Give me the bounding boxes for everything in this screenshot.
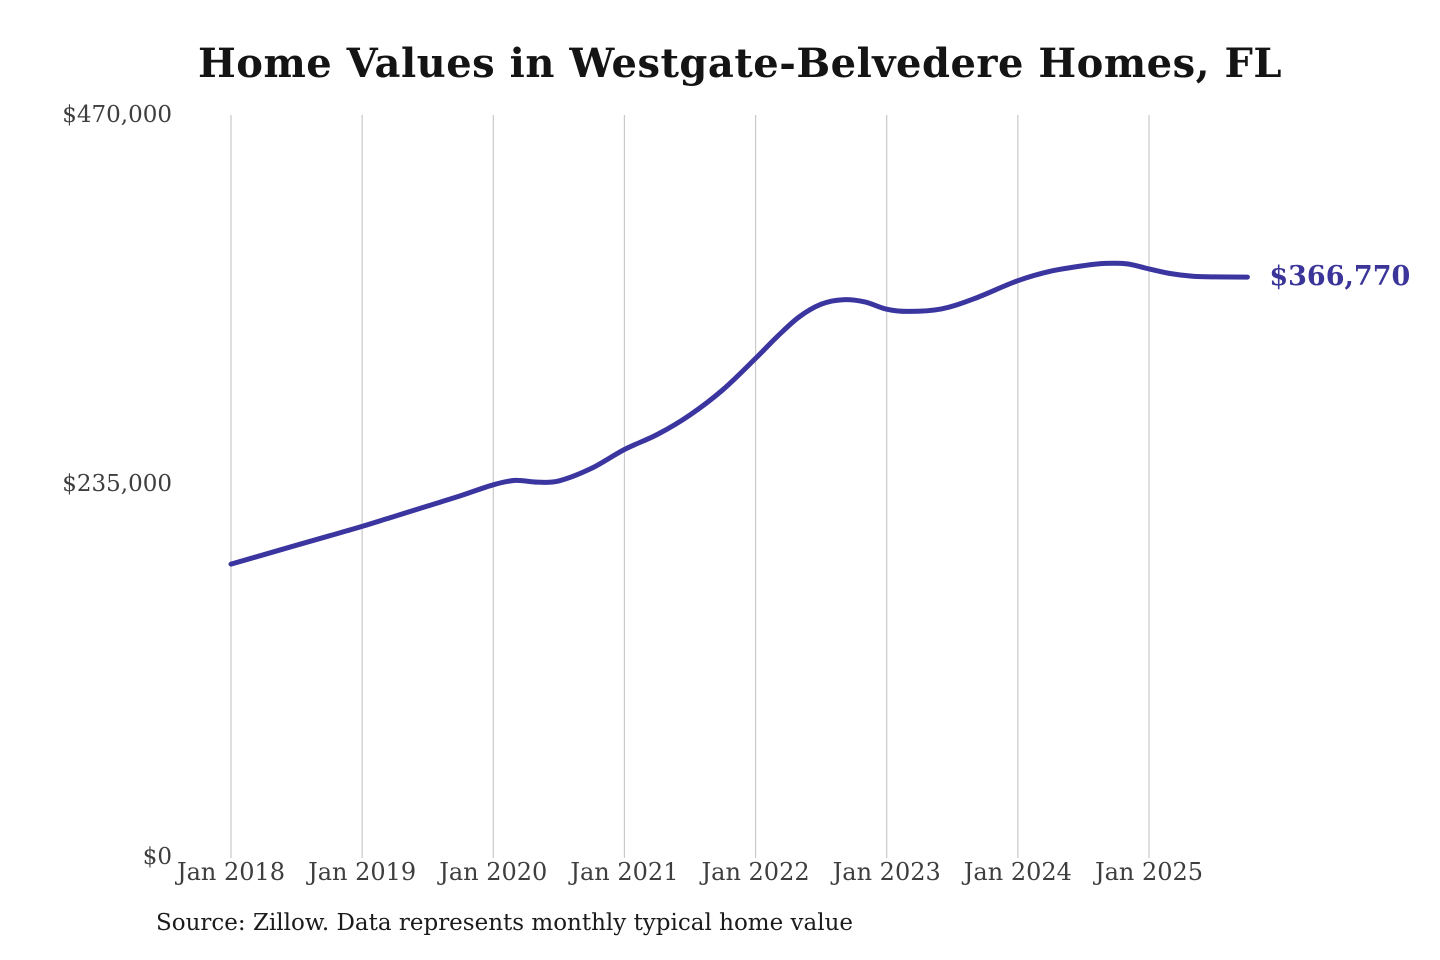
current-value-label: $366,770: [1269, 261, 1411, 293]
x-axis-label-jan-2022: Jan 2022: [701, 858, 810, 886]
y-axis-label-235000: $235,000: [62, 471, 172, 497]
y-axis-label-470000: $470,000: [62, 102, 172, 128]
x-axis-label-jan-2018: Jan 2018: [176, 858, 286, 886]
source-note: Source: Zillow. Data represents monthly …: [156, 910, 854, 936]
y-axis-label-0: $0: [142, 844, 172, 870]
home-value-line-series: [228, 260, 1250, 567]
chart-title: Home Values in Westgate-Belvedere Homes,…: [198, 40, 1282, 87]
x-axis-label-jan-2019: Jan 2019: [308, 858, 417, 886]
x-axis-label-jan-2020: Jan 2020: [439, 858, 548, 886]
x-axis-label-jan-2021: Jan 2021: [570, 858, 679, 886]
x-axis-label-jan-2023: Jan 2023: [832, 858, 941, 886]
x-axis-label-jan-2024: Jan 2024: [963, 858, 1072, 886]
x-axis-label-jan-2025: Jan 2025: [1094, 858, 1204, 886]
